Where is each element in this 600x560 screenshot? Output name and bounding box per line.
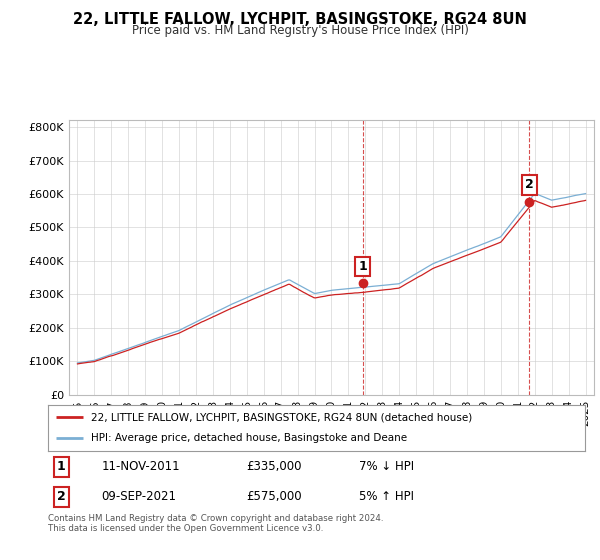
Text: 1: 1	[57, 460, 66, 474]
Text: £335,000: £335,000	[247, 460, 302, 474]
Text: £575,000: £575,000	[247, 490, 302, 503]
Text: 7% ↓ HPI: 7% ↓ HPI	[359, 460, 415, 474]
Text: 11-NOV-2011: 11-NOV-2011	[102, 460, 181, 474]
Text: 22, LITTLE FALLOW, LYCHPIT, BASINGSTOKE, RG24 8UN (detached house): 22, LITTLE FALLOW, LYCHPIT, BASINGSTOKE,…	[91, 412, 472, 422]
Text: Contains HM Land Registry data © Crown copyright and database right 2024.
This d: Contains HM Land Registry data © Crown c…	[48, 514, 383, 534]
Text: 2: 2	[525, 179, 533, 192]
Text: 1: 1	[358, 260, 367, 273]
Text: 09-SEP-2021: 09-SEP-2021	[102, 490, 176, 503]
Text: 5% ↑ HPI: 5% ↑ HPI	[359, 490, 415, 503]
Text: Price paid vs. HM Land Registry's House Price Index (HPI): Price paid vs. HM Land Registry's House …	[131, 24, 469, 36]
Text: 2: 2	[57, 490, 66, 503]
Text: HPI: Average price, detached house, Basingstoke and Deane: HPI: Average price, detached house, Basi…	[91, 433, 407, 444]
Text: 22, LITTLE FALLOW, LYCHPIT, BASINGSTOKE, RG24 8UN: 22, LITTLE FALLOW, LYCHPIT, BASINGSTOKE,…	[73, 12, 527, 27]
